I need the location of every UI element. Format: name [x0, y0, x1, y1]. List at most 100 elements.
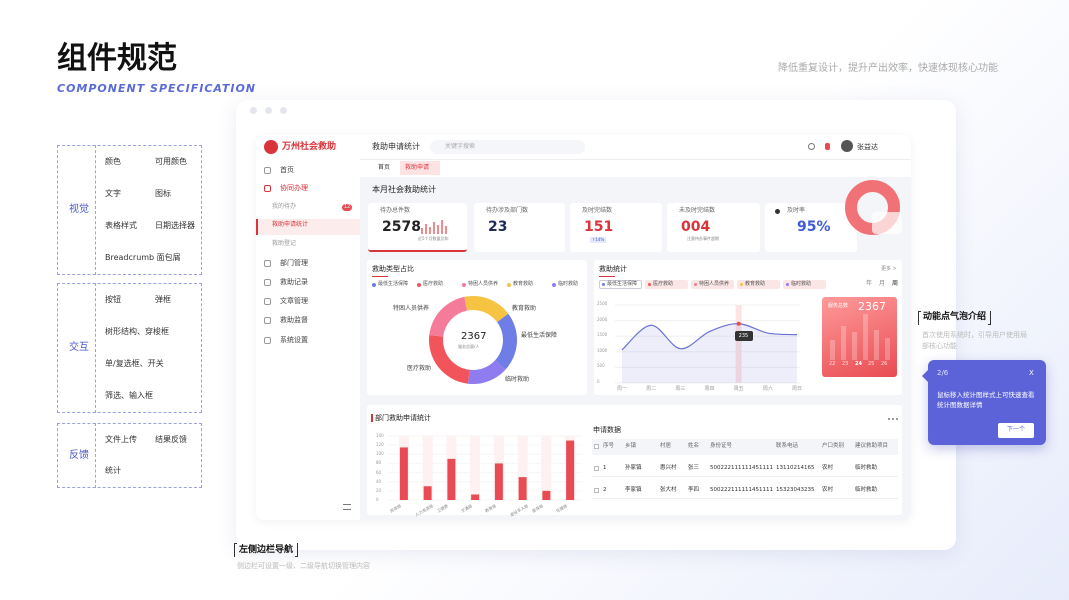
spec-item: Breadcrumb 面包屑	[105, 253, 181, 262]
spec-item: 统计	[105, 466, 121, 475]
group-label: 交互	[69, 342, 89, 353]
menu-item[interactable]: 文章管理	[280, 297, 308, 305]
legend-label: 教育救助	[745, 281, 766, 287]
checkbox[interactable]	[594, 488, 599, 493]
bracket	[988, 311, 991, 325]
card-value: 2578	[382, 219, 421, 235]
y-tick-label: 60	[376, 469, 382, 475]
legend-chip[interactable]	[691, 280, 734, 289]
divider	[95, 145, 96, 275]
menu-item[interactable]: 部门管理	[280, 259, 308, 267]
bracket	[295, 543, 298, 557]
menu-item[interactable]: 救助记录	[280, 278, 308, 286]
segment-label: 临时救助	[505, 376, 530, 383]
table-cell: 临时救助	[855, 465, 878, 471]
search-placeholder: 关键字搜索	[445, 143, 476, 150]
menu-selected	[256, 219, 360, 235]
menu-item[interactable]: 协同办理	[280, 184, 308, 192]
tab[interactable]: 首页	[378, 164, 391, 171]
table-cell: 李四	[688, 487, 700, 493]
legend-chip[interactable]	[645, 280, 688, 289]
table-cell: 1	[603, 465, 607, 471]
user-name[interactable]: 张益达	[857, 143, 878, 151]
spec-item: 按钮	[105, 295, 121, 304]
tab[interactable]: 救助申请	[405, 164, 430, 171]
menu-item[interactable]: 救助登记	[272, 240, 297, 247]
legend-chip[interactable]	[737, 280, 780, 289]
menu-icon	[264, 260, 271, 267]
menu-icon	[264, 167, 271, 174]
summary-deco	[863, 314, 868, 360]
table-cell: 张三	[688, 465, 700, 471]
period-toggle[interactable]: 月	[879, 280, 886, 287]
card-title: 救助类型占比	[372, 265, 414, 273]
card-deco	[445, 226, 447, 234]
card-label: 待办涉及部门数	[486, 207, 529, 214]
x-tick-label: 周二	[646, 386, 657, 392]
period-toggle[interactable]: 年	[866, 280, 873, 287]
menu-icon	[264, 317, 271, 324]
spec-item: 单/复选框、开关	[105, 359, 164, 368]
table-cell: 农村	[822, 465, 834, 471]
y-tick-label: 140	[376, 433, 384, 438]
summary-day: 22	[829, 361, 836, 367]
legend-label: 医疗救助	[423, 281, 444, 287]
title-underline	[372, 276, 388, 277]
popup-button-label[interactable]: 下一个	[1007, 426, 1026, 433]
popup-button[interactable]	[998, 423, 1034, 438]
table-cell: 张大村	[660, 487, 677, 493]
x-tick-label: 周一	[617, 386, 628, 392]
segment-label: 特困人员供养	[393, 305, 430, 312]
table-cell: 15323043235	[776, 487, 815, 493]
more-dots	[888, 418, 898, 420]
annotation-text: 首次使用系统时，引导用户使用局部核心功能	[922, 331, 1027, 350]
annotation-text: 侧边栏可设置一级、二级导航切换管理内容	[237, 562, 370, 570]
menu-item[interactable]: 系统设置	[280, 336, 308, 344]
card-label: 及时完结数	[582, 207, 613, 214]
period-toggle[interactable]: 周	[892, 280, 899, 287]
menu-item[interactable]: 救助监督	[280, 316, 308, 324]
legend-dot	[694, 283, 697, 286]
group-label: 反馈	[69, 449, 89, 461]
y-tick-label: 120	[376, 442, 384, 448]
deco-glass	[872, 212, 902, 234]
segment-label: 教育救助	[512, 305, 537, 312]
checkbox[interactable]	[594, 444, 599, 449]
card-deco	[437, 225, 439, 234]
checkbox[interactable]	[594, 466, 599, 471]
table-header-cell: 村居	[660, 443, 672, 449]
y-tick-label: 20	[376, 487, 382, 493]
table-cell: 孙家镇	[625, 465, 642, 471]
card-value: 004	[681, 219, 711, 235]
stat-card	[474, 203, 565, 252]
spec-item: 图标	[155, 189, 171, 198]
card-value: 151	[584, 219, 614, 235]
spec-item: 日期选择器	[155, 221, 195, 230]
legend-dot	[372, 283, 376, 287]
tooltip-text: 235	[738, 332, 749, 339]
spec-group	[57, 283, 202, 413]
card-label: 待办总件数	[380, 207, 411, 214]
card-value: 23	[488, 219, 508, 235]
more-link[interactable]: 更多 >	[881, 266, 897, 272]
table-header-cell: 联系电话	[776, 443, 799, 449]
popup-close[interactable]: X	[1029, 369, 1034, 377]
legend-chip[interactable]	[783, 280, 826, 289]
avatar	[841, 140, 853, 152]
x-tick-label: 周日	[792, 386, 803, 392]
table-cell: 500222111111451111	[710, 465, 773, 471]
menu-item[interactable]: 救助申请统计	[272, 221, 309, 228]
menu-item[interactable]: 首页	[280, 166, 294, 174]
table-cell: 13110214165	[776, 465, 815, 471]
spec-item: 表格样式	[105, 221, 137, 230]
legend-dot	[648, 283, 651, 286]
menu-item[interactable]: 我的待办	[272, 203, 297, 210]
y-tick-label: 1500	[597, 332, 608, 338]
x-tick-label: 周六	[762, 386, 773, 392]
search-box[interactable]	[430, 140, 585, 154]
summary-deco	[841, 326, 846, 360]
table-cell: 李家镇	[625, 487, 642, 493]
card-label: 及时率	[787, 207, 806, 214]
legend-chip[interactable]	[599, 280, 642, 289]
legend-label: 教育救助	[513, 281, 534, 287]
